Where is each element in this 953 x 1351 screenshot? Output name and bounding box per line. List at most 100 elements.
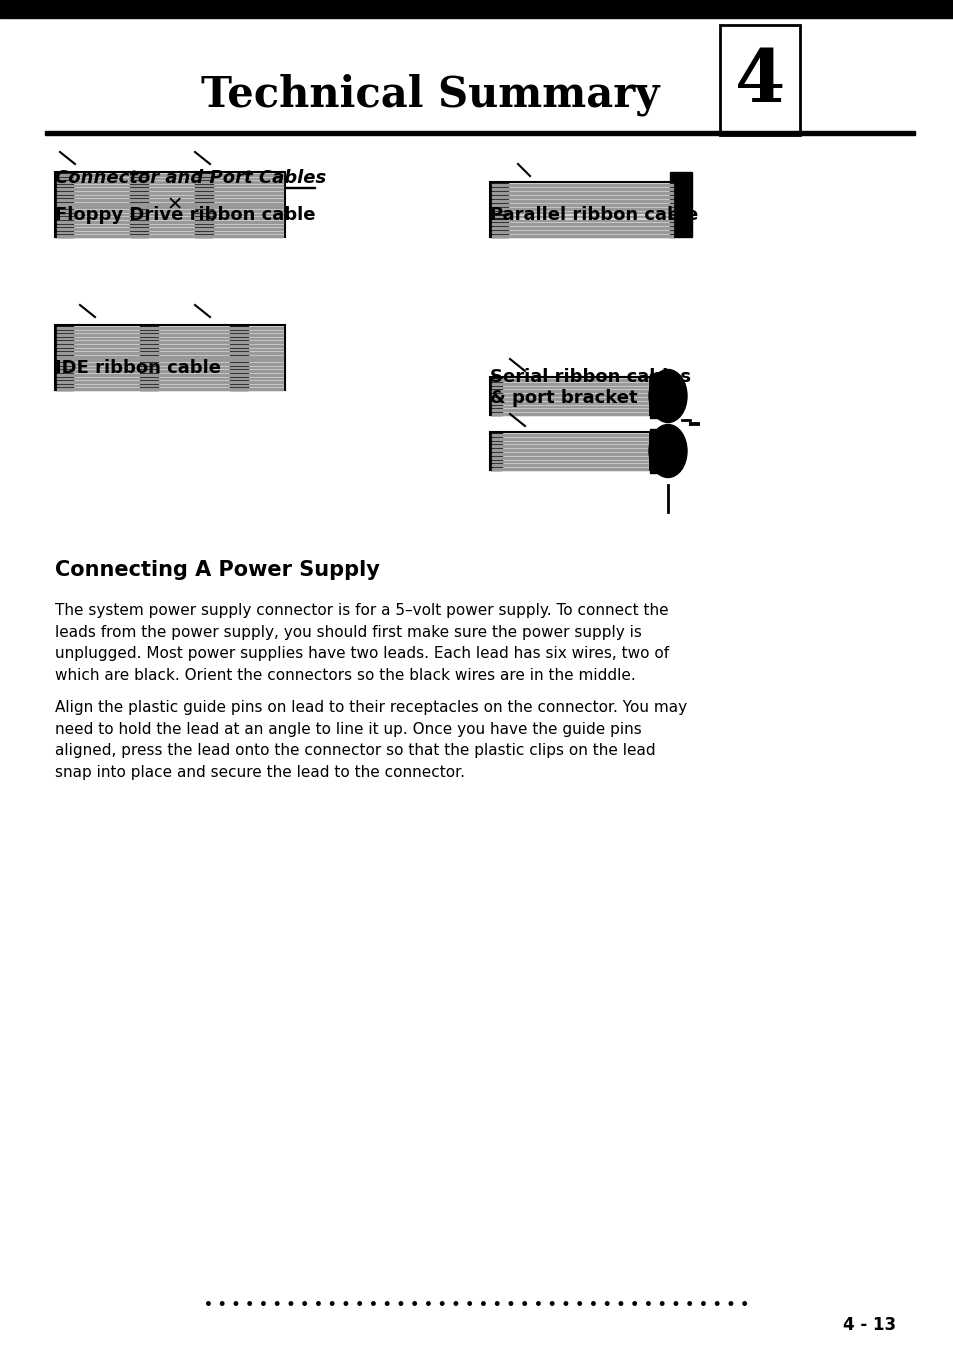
Text: Parallel ribbon cable: Parallel ribbon cable [490, 205, 698, 224]
Bar [490, 377, 649, 415]
Bar [492, 231, 672, 234]
Text: The system power supply connector is for a 5–volt power supply. To connect the
l: The system power supply connector is for… [55, 603, 668, 682]
Bar [57, 207, 283, 208]
Bar [492, 399, 647, 400]
Bar [720, 26, 800, 135]
Bar [492, 204, 672, 205]
Bar [490, 182, 675, 236]
Bar [490, 432, 501, 470]
Bar [57, 359, 283, 361]
Text: IDE ribbon cable: IDE ribbon cable [55, 359, 221, 377]
Bar [492, 216, 672, 218]
Bar [492, 461, 647, 462]
Text: Align the plastic guide pins on lead to their receptacles on the connector. You : Align the plastic guide pins on lead to … [55, 700, 686, 780]
Bar [57, 224, 283, 226]
Bar [492, 413, 647, 415]
Bar [55, 186, 314, 188]
Bar [57, 349, 283, 350]
Bar [57, 366, 283, 369]
Bar [492, 394, 647, 396]
Bar [492, 457, 647, 458]
Bar [492, 401, 647, 404]
Bar [492, 184, 672, 186]
Bar [57, 385, 283, 386]
Bar [492, 386, 647, 388]
Bar [57, 174, 283, 176]
Text: • • • • • • • • • • • • • • • • • • • • • • • • • • • • • • • • • • • • • • • •: • • • • • • • • • • • • • • • • • • • • … [204, 1298, 749, 1312]
Bar [57, 185, 283, 186]
Text: ✕: ✕ [167, 196, 183, 215]
Bar [57, 213, 283, 215]
Bar [492, 438, 647, 439]
Bar [230, 326, 248, 390]
Text: Connecting A Power Supply: Connecting A Power Supply [55, 561, 379, 580]
Bar [492, 465, 647, 466]
Bar [57, 228, 283, 230]
Bar [57, 196, 283, 197]
Bar [649, 430, 671, 473]
Bar [57, 232, 283, 234]
Text: Floppy Drive ribbon cable: Floppy Drive ribbon cable [55, 205, 315, 224]
Bar [55, 172, 285, 236]
Bar [490, 432, 649, 470]
Bar [45, 131, 914, 135]
Bar [57, 199, 283, 201]
Bar [55, 172, 73, 236]
Bar [492, 434, 647, 436]
Bar [57, 203, 283, 204]
Bar [492, 390, 647, 392]
Bar [57, 177, 283, 180]
Bar [57, 235, 283, 236]
Ellipse shape [648, 424, 686, 477]
Bar [492, 219, 672, 222]
Bar [492, 200, 672, 201]
Bar [57, 181, 283, 182]
Text: 4 - 13: 4 - 13 [842, 1316, 896, 1333]
Bar [55, 326, 285, 390]
Bar [492, 446, 647, 447]
Bar [492, 223, 672, 226]
Bar [57, 370, 283, 372]
Bar [669, 172, 691, 236]
Bar [0, 0, 953, 18]
Bar [57, 363, 283, 365]
Bar [57, 353, 283, 354]
Bar [490, 182, 507, 236]
Bar [57, 338, 283, 339]
Bar [492, 382, 647, 385]
Bar [194, 172, 213, 236]
Bar [57, 381, 283, 382]
Bar [57, 355, 283, 358]
Text: Serial ribbon cables
& port bracket: Serial ribbon cables & port bracket [490, 367, 690, 407]
Bar [55, 326, 73, 390]
Bar [492, 450, 647, 451]
Bar [57, 218, 283, 219]
Bar [492, 227, 672, 230]
Bar [57, 222, 283, 223]
Bar [57, 327, 283, 328]
Bar [492, 453, 647, 455]
Bar [492, 469, 647, 470]
Bar [57, 388, 283, 390]
Bar [57, 334, 283, 336]
Bar [492, 212, 672, 213]
Bar [492, 188, 672, 190]
Bar [57, 377, 283, 380]
Text: Connector and Port Cables: Connector and Port Cables [55, 169, 326, 186]
Bar [130, 172, 148, 236]
Bar [57, 188, 283, 190]
Bar [57, 342, 283, 343]
Bar [140, 326, 158, 390]
Bar [57, 374, 283, 376]
Ellipse shape [648, 370, 686, 423]
Bar [492, 192, 672, 193]
Bar [649, 374, 671, 417]
Text: 4: 4 [734, 46, 784, 118]
Bar [492, 208, 672, 209]
Bar [57, 345, 283, 347]
Bar [492, 409, 647, 411]
Bar [492, 442, 647, 443]
Bar [492, 380, 647, 381]
Bar [492, 405, 647, 408]
Text: Technical Summary: Technical Summary [200, 74, 659, 116]
